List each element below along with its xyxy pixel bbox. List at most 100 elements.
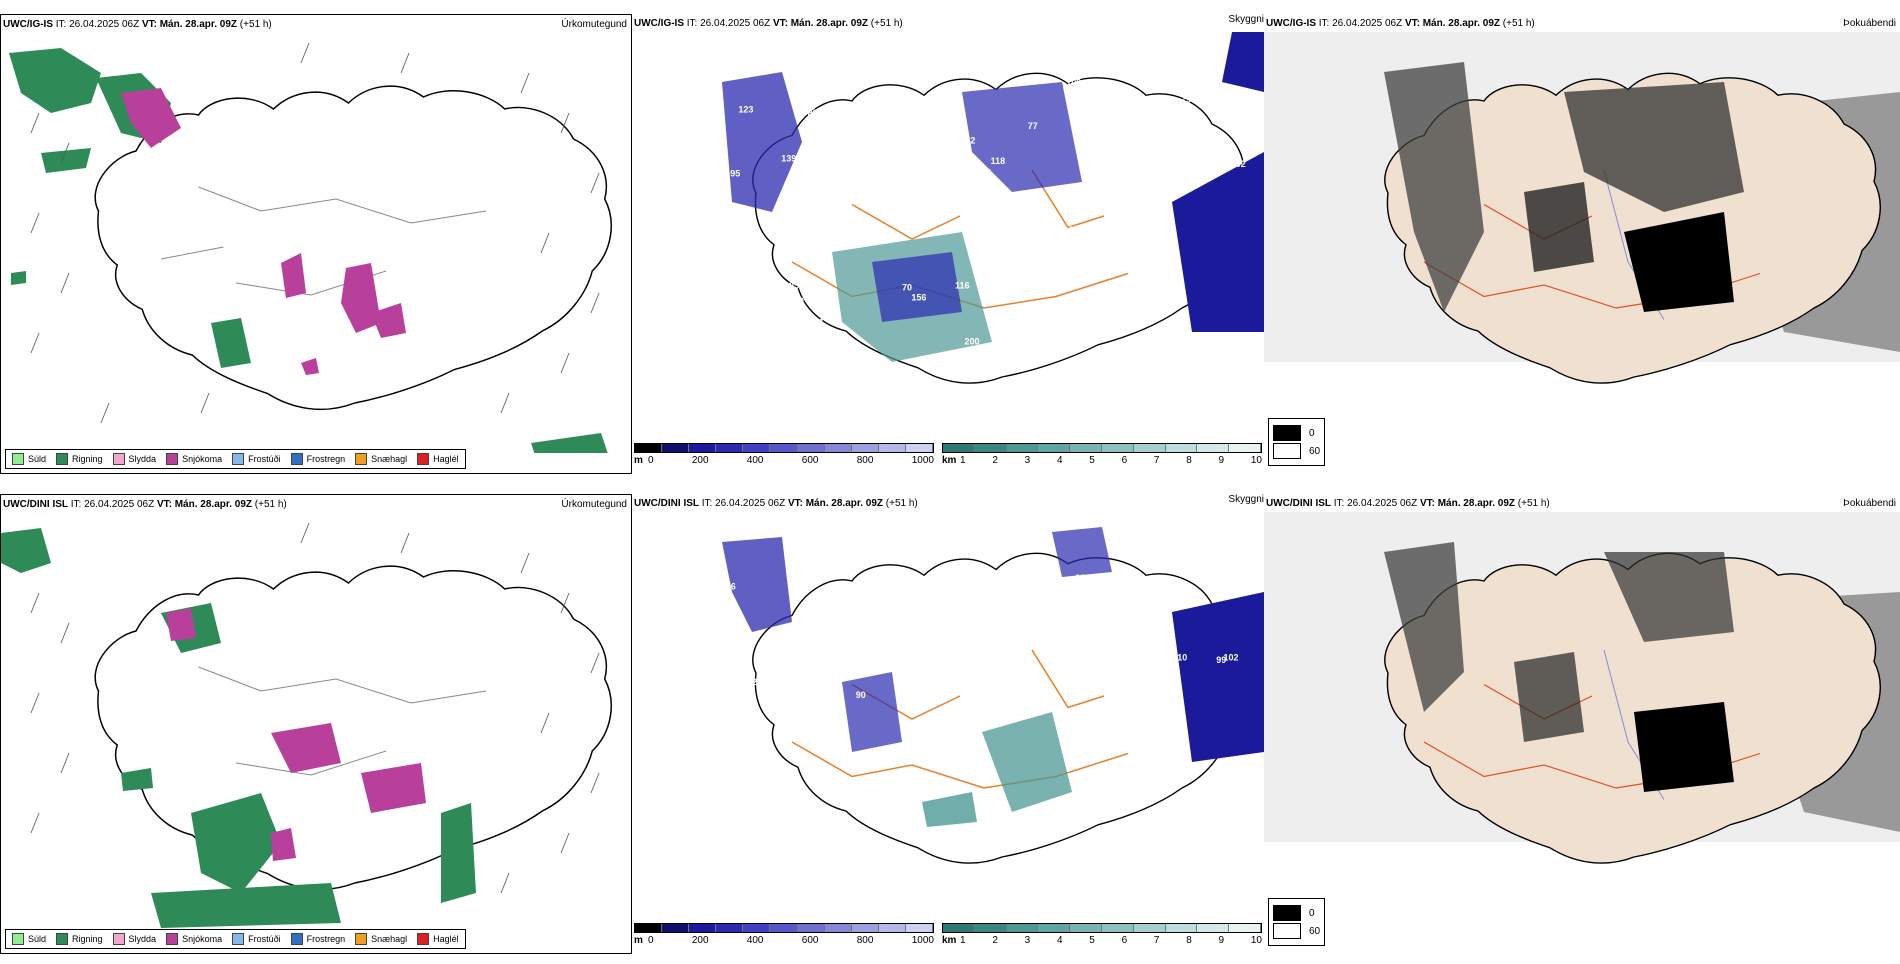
visibility-value: 116 bbox=[955, 280, 970, 290]
legend-item-freezing-rain: Frostregn bbox=[290, 453, 345, 465]
colorbar-tick: 8 bbox=[1186, 455, 1192, 466]
lead-time: (+51 h) bbox=[1515, 498, 1550, 509]
colorbar-segment bbox=[743, 924, 771, 932]
fog-legend: 0 60 bbox=[1268, 898, 1326, 946]
visibility-value: 111 bbox=[923, 777, 937, 787]
colorbar-segment bbox=[1006, 924, 1039, 932]
visibility-value: 120 bbox=[1181, 134, 1196, 144]
top-row: UWC/IG-IS IT: 26.04.2025 06Z VT: Mán. 28… bbox=[0, 14, 1900, 484]
visibility-value: 114 bbox=[1047, 242, 1062, 252]
colorbar-tick: 2 bbox=[992, 935, 998, 946]
valid-time: VT: Mán. 28.apr. 09Z bbox=[141, 19, 237, 30]
visibility-value: 96 bbox=[963, 665, 973, 675]
precip-areas bbox=[1, 528, 476, 928]
colorbar-segment bbox=[878, 924, 906, 932]
visibility-value: 98 bbox=[1209, 144, 1219, 154]
colorbar-tick: 600 bbox=[801, 455, 819, 466]
colorbar-segment bbox=[716, 444, 744, 452]
visibility-value: 99 bbox=[708, 308, 718, 318]
legend-item-snow-pellets: Snæhagl bbox=[355, 453, 407, 465]
legend-item-hail: Haglél bbox=[417, 933, 459, 945]
init-time: IT: 26.04.2025 06Z bbox=[684, 18, 773, 29]
model-name: UWC/IG-IS bbox=[3, 19, 53, 30]
visibility-value: 109 bbox=[1066, 78, 1081, 88]
colorbar-segment bbox=[1038, 444, 1071, 452]
visibility-value: 108 bbox=[709, 336, 724, 346]
height-colorbar-bar bbox=[634, 443, 934, 453]
visibility-value: 95 bbox=[983, 703, 993, 713]
colorbar-segment bbox=[974, 444, 1007, 452]
colorbar-tick: 7 bbox=[1153, 455, 1160, 466]
colorbar-segment bbox=[689, 924, 717, 932]
legend-item-drizzle: Súld bbox=[12, 933, 46, 945]
lead-time: (+51 h) bbox=[868, 18, 903, 29]
colorbar-tick: 2 bbox=[992, 455, 998, 466]
panel-title: Úrkomutegund bbox=[561, 499, 627, 510]
visibility-value: 79 bbox=[1181, 94, 1191, 104]
colorbar-tick: 600 bbox=[801, 935, 819, 946]
colorbar-segment bbox=[743, 444, 771, 452]
visibility-value: 90 bbox=[1000, 600, 1010, 610]
visibility-value: 475 bbox=[924, 655, 939, 665]
colorbar-segment bbox=[851, 924, 879, 932]
visibility-value: 102 bbox=[1231, 159, 1246, 169]
visibility-value: 90 bbox=[856, 690, 866, 700]
model-name: UWC/IG-IS bbox=[634, 18, 684, 29]
model-name: UWC/DINI ISL bbox=[3, 499, 68, 510]
fog-index-panel-top: UWC/IG-IS IT: 26.04.2025 06Z VT: Mán. 28… bbox=[1264, 14, 1900, 474]
visibility-value: 131 bbox=[854, 550, 869, 560]
visibility-value: 200 bbox=[713, 327, 728, 337]
colorbar-segment bbox=[1133, 444, 1166, 452]
fog-map bbox=[1264, 32, 1900, 384]
colorbar-tick: 5 bbox=[1089, 455, 1095, 466]
visibility-map: 1269579767779130142114113999992118107123… bbox=[708, 32, 1264, 384]
colorbar-tick: 5 bbox=[1089, 935, 1095, 946]
fog-legend-item: 60 bbox=[1273, 923, 1320, 939]
visibility-value: 113 bbox=[855, 141, 870, 151]
fog-legend-item: 0 bbox=[1273, 425, 1320, 441]
visibility-value: 92 bbox=[919, 108, 929, 118]
vis-areas bbox=[722, 32, 1264, 362]
colorbar-segment bbox=[1229, 444, 1261, 452]
visibility-map: 132 93 99 91 95 140 176 148 105 90 96 94 131 90 95 106 1… bbox=[701, 527, 1264, 864]
legend-item-hail: Haglél bbox=[417, 453, 459, 465]
visibility-value: 80 bbox=[806, 732, 816, 742]
valid-time: VT: Mán. 28.apr. 09Z bbox=[787, 498, 883, 509]
bottom-row: UWC/DINI ISL IT: 26.04.2025 06Z VT: Mán.… bbox=[0, 494, 1900, 964]
colorbar-tick: 400 bbox=[746, 935, 764, 946]
colorbar-segment bbox=[1101, 924, 1134, 932]
colorbar-segment bbox=[943, 444, 975, 452]
init-time: IT: 26.04.2025 06Z bbox=[68, 499, 157, 510]
height-colorbar: 0 200 400 600 800 1000 m bbox=[634, 443, 934, 466]
distance-colorbar-bar bbox=[942, 443, 1262, 453]
lead-time: (+51 h) bbox=[237, 19, 272, 30]
precip-type-panel-bottom: UWC/DINI ISL IT: 26.04.2025 06Z VT: Mán.… bbox=[0, 494, 632, 954]
model-name: UWC/IG-IS bbox=[1266, 18, 1316, 29]
visibility-value: 140 bbox=[762, 677, 777, 687]
visibility-value: 70 bbox=[1022, 292, 1032, 302]
colorbar-tick: 0 bbox=[648, 455, 654, 466]
colorbar-tick: 4 bbox=[1056, 935, 1063, 946]
colorbar-tick: 200 bbox=[691, 935, 709, 946]
panel-title: Þokuábendi bbox=[1843, 18, 1896, 29]
visibility-value-labels: 132 93 99 91 95 140 176 148 105 90 96 94 131 90 95 106 1… bbox=[701, 538, 1238, 832]
visibility-value: 83 bbox=[981, 167, 991, 177]
precip-type-legend: Súld Rigning Slydda Snjókoma Frostúði Fr… bbox=[5, 449, 466, 469]
visibility-value: 110 bbox=[1173, 653, 1188, 663]
colorbar-segment bbox=[770, 444, 798, 452]
precip-map bbox=[9, 42, 613, 453]
lead-time: (+51 h) bbox=[1500, 18, 1535, 29]
visibility-panel-top: UWC/IG-IS IT: 26.04.2025 06Z VT: Mán. 28… bbox=[632, 14, 1264, 474]
visibility-value: 133 bbox=[736, 635, 751, 645]
colorbar-segment bbox=[662, 924, 690, 932]
vis-areas bbox=[722, 527, 1264, 827]
visibility-value: 95 bbox=[990, 822, 1000, 832]
legend-item-sleet: Slydda bbox=[112, 453, 156, 465]
panel-header: UWC/IG-IS IT: 26.04.2025 06Z VT: Mán. 28… bbox=[3, 19, 272, 30]
legend-item-sleet: Slydda bbox=[112, 933, 156, 945]
lead-time: (+51 h) bbox=[883, 498, 918, 509]
fog-legend: 0 60 bbox=[1268, 418, 1326, 466]
visibility-value: 109 bbox=[1088, 637, 1103, 647]
visibility-value: 51 bbox=[1131, 651, 1141, 661]
panel-title: Úrkomutegund bbox=[561, 19, 627, 30]
